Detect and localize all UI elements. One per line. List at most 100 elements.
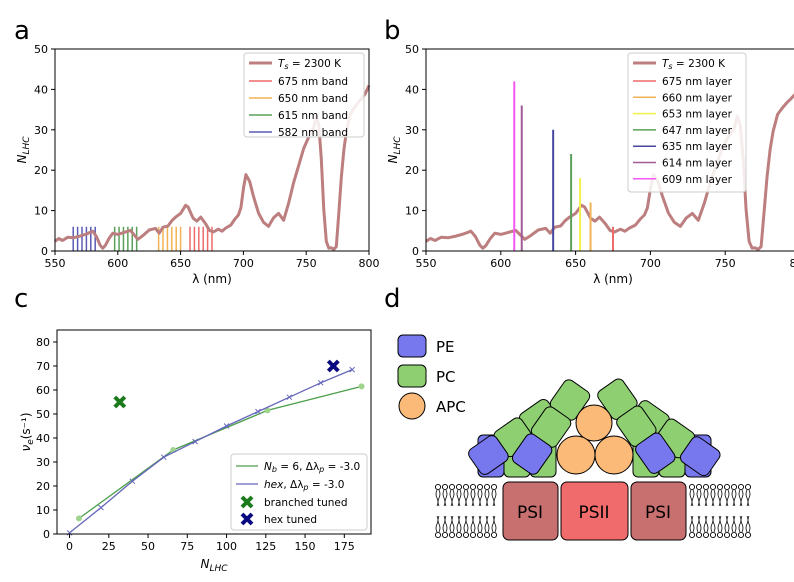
a-legend: Ts = 2300 K 675 nm band 650 nm band 615 nm… [243,52,365,139]
c-leg1-e: = -3.0 [309,479,345,491]
a-x-axis-label: λ (nm) [192,272,232,286]
c-leg1-d: p [302,483,308,492]
c-x-tick-label: 50 [141,540,155,553]
b-y-axis-label-sub: LHC [393,136,403,155]
lipid-head [483,531,491,539]
b-legend-layer-label: 614 nm layer [662,158,733,170]
b-y-ticks: 0 10 20 30 40 50 [405,43,426,258]
a-y-axis-label-main: N [15,155,29,164]
left-rod-upper [511,379,591,475]
a-x-tick-label: 750 [296,257,317,270]
b-spectrum-line [425,93,794,251]
a-spectrum-line [54,84,371,251]
psi-left-label: PSI [517,503,543,523]
lipid-head [737,531,745,539]
a-legend-band-label: 615 nm band [278,110,348,122]
lipid-tail [484,489,490,507]
a-x-tick-label: 600 [107,257,128,270]
b-legend-box [627,52,747,193]
panel-d-letter: d [384,284,401,314]
psi-left-box [502,481,559,541]
lipid-tail [689,515,695,533]
b-x-tick-label: 800 [790,257,794,270]
a-y-axis-label-sub: LHC [22,136,32,155]
b-legend-layer-label: 647 nm layer [662,125,733,137]
lipid-tail [449,515,455,533]
apc-bottom-left [556,435,596,475]
c-x-ticks: 0 25 50 75 100 125 150 175 [66,534,355,553]
c-x-tick-label: 25 [102,540,116,553]
c-series-lines [66,366,365,536]
lipid-tail [745,489,751,507]
c-leg0-d: p [318,465,324,474]
c-y-axis-label: νe(s⁻¹) [19,412,36,451]
lipid-head [448,483,456,491]
c-y-tick-label: 30 [36,456,50,469]
b-y-tick-label: 30 [405,124,419,137]
lipid-head [737,483,745,491]
c-series-line [78,385,362,519]
c-y-ticks: 0 10 20 30 40 50 60 70 80 [36,336,57,541]
lipid-head [434,483,442,491]
c-series-point [264,407,271,414]
c-axes-frame [56,329,372,535]
c-branched-tuned-point [113,395,127,409]
b-legend-layer-label: 675 nm layer [662,76,733,88]
apc-bottom-right [594,435,634,475]
b-y-axis-label-main: N [386,155,400,164]
c-leg0-e: = -3.0 [324,461,360,473]
lipid-tail [724,489,730,507]
a-y-tick-label: 20 [34,164,48,177]
c-y-axis-label-unit: (s⁻¹) [19,412,33,439]
lipid-tail [710,515,716,533]
lipid-tail [449,489,455,507]
b-y-tick-label: 50 [405,43,419,56]
b-x-tick-label: 600 [490,257,511,270]
apc-top [575,404,613,442]
c-series-point [192,438,199,445]
lipid-head [723,531,731,539]
lipid-tail [710,489,716,507]
c-series-point [349,366,356,373]
lipid-tail [484,515,490,533]
lipid-tail [435,489,441,507]
b-leg-T: T [662,58,670,70]
lipid-tail [696,515,702,533]
a-y-axis-label: NLHC [15,136,32,164]
b-layer-lines [513,81,614,251]
c-legend: Nb = 6, Δλp = -3.0 hex, Δλp = -3.0 branc… [230,453,368,531]
c-x-tick-label: 175 [334,540,355,553]
b-y-tick-label: 10 [405,205,419,218]
a-x-ticks: 550 600 650 700 750 800 [45,251,380,270]
c-x-tick-label: 75 [180,540,194,553]
c-y-tick-label: 50 [36,408,50,421]
c-tuned-points [113,359,340,409]
c-legend-series-0-label: Nb = 6, Δλp = -3.0 [264,461,360,474]
right-rod-upper [597,378,676,474]
lipid-head [441,483,449,491]
lipid-tail [731,489,737,507]
c-legend-branched-marker [240,495,254,509]
b-x-ticks: 550 600 650 700 750 800 [416,251,794,270]
a-axes-frame [54,48,370,252]
lipid-tail [703,515,709,533]
c-legend-branched-label: branched tuned [264,497,348,509]
lipid-tail [442,515,448,533]
a-x-tick-label: 700 [233,257,254,270]
lipid-head [688,483,696,491]
a-legend-band-label: 675 nm band [278,76,348,88]
lipid-tail [724,515,730,533]
c-x-tick-label: 100 [216,540,237,553]
lipid-membrane [434,483,752,539]
lipid-head [469,531,477,539]
b-legend-layer-label: 653 nm layer [662,109,733,121]
lipid-head [434,531,442,539]
legend-apc-label: APC [436,398,466,416]
a-x-tick-label: 800 [359,257,380,270]
b-leg-s: s [668,62,672,71]
b-y-axis-label: NLHC [386,136,403,164]
lipid-tail [731,515,737,533]
lipid-tail [477,515,483,533]
lipid-head [695,483,703,491]
